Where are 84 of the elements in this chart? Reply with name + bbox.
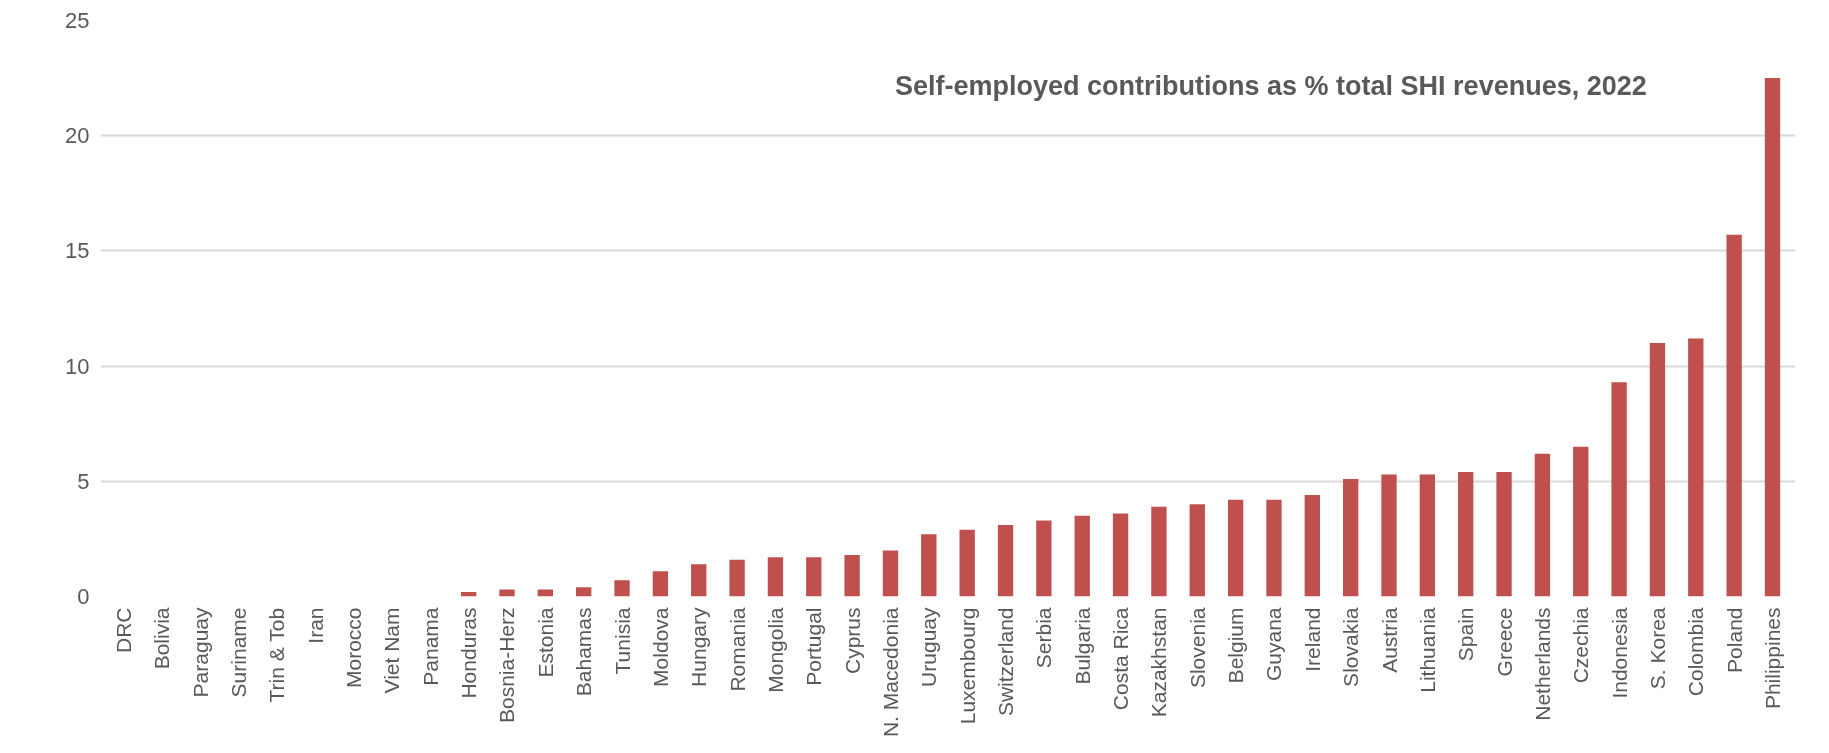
bar (499, 589, 515, 597)
x-tick-label: Czechia (1569, 607, 1593, 684)
x-tick-label: Panama (418, 607, 442, 686)
bar (1649, 343, 1666, 597)
x-tick-label: Bosnia-Herz (495, 607, 519, 724)
x-tick-label: Lithuania (1415, 607, 1439, 693)
x-tick-label: Moldova (648, 607, 672, 687)
bar (1573, 446, 1589, 597)
x-tick-label: Greece (1492, 607, 1516, 677)
x-tick-label: Uruguay (917, 607, 941, 687)
x-tick-label: Cyprus (840, 607, 864, 675)
bar (1726, 234, 1742, 597)
bar (691, 564, 707, 597)
x-tick-label: Spain (1454, 607, 1478, 662)
bar (959, 529, 975, 597)
bar (614, 580, 630, 597)
bar (576, 587, 592, 597)
bar (1112, 513, 1129, 597)
x-tick-label: Netherlands (1530, 607, 1554, 721)
bar (1342, 479, 1359, 597)
bar (729, 559, 745, 597)
y-tick-label: 15 (65, 238, 90, 264)
bar (1688, 338, 1704, 597)
x-tick-label: Belgium (1224, 607, 1248, 684)
x-tick-label: Kazakhstan (1147, 607, 1171, 718)
y-tick-label: 10 (65, 353, 90, 379)
x-tick-label: Luxembourg (955, 607, 979, 725)
y-tick-label: 5 (77, 468, 90, 494)
x-tick-label: S. Korea (1645, 607, 1669, 690)
bar (844, 555, 860, 597)
bar (1189, 504, 1205, 597)
x-tick-label: Honduras (457, 607, 481, 699)
bar (1074, 515, 1090, 597)
x-tick-label: Bolivia (150, 607, 174, 670)
bar (921, 534, 937, 597)
bar (1419, 474, 1436, 597)
bar (1151, 506, 1167, 597)
bar (652, 571, 669, 597)
x-tick-label: Trin & Tob (265, 607, 289, 703)
x-tick-label: Ireland (1300, 607, 1324, 672)
x-tick-label: Mongolia (763, 607, 787, 693)
x-tick-label: DRC (112, 607, 136, 653)
bar (1764, 78, 1781, 597)
x-tick-label: Colombia (1684, 607, 1708, 697)
text: Self-employed contributions as % total SHI revenues, 2022 (895, 71, 1647, 102)
y-tick-label: 20 (65, 123, 90, 149)
x-tick-label: Iran (303, 607, 327, 644)
bar (767, 557, 784, 597)
x-tick-label: Switzerland (994, 607, 1018, 717)
bar (1458, 472, 1474, 597)
x-tick-label: Morocco (342, 607, 366, 689)
x-tick-label: Guyana (1262, 607, 1286, 682)
x-tick-label: Tunisia (610, 607, 634, 675)
y-tick-label: 0 (77, 584, 90, 609)
x-tick-label: Austria (1377, 607, 1401, 673)
x-tick-label: N. Macedonia (878, 607, 902, 738)
x-tick-label: Costa Rica (1109, 607, 1133, 711)
x-tick-label: Suriname (227, 607, 251, 698)
y-tick-label: 25 (65, 8, 90, 33)
x-tick-label: Philippines (1760, 607, 1784, 710)
bar (1381, 474, 1397, 597)
x-tick-label: Paraguay (188, 607, 212, 698)
x-tick-label: Bahamas (572, 607, 596, 697)
x-tick-label: Poland (1722, 607, 1746, 673)
x-tick-label: Romania (725, 607, 749, 692)
bar (1496, 472, 1512, 597)
bar (806, 557, 822, 597)
x-tick-label: Estonia (533, 607, 557, 678)
x-tick-label: Viet Nam (380, 607, 404, 694)
x-tick-label: Indonesia (1607, 607, 1631, 699)
x-tick-label: Slovakia (1339, 607, 1363, 687)
bar (997, 525, 1014, 597)
bar (882, 550, 899, 597)
bar (1304, 495, 1320, 597)
x-tick-label: Slovenia (1185, 607, 1209, 689)
x-tick-label: Bulgaria (1070, 607, 1094, 685)
x-tick-label: Portugal (802, 607, 826, 686)
bar (1227, 499, 1244, 597)
bar (1036, 520, 1052, 597)
bar (1611, 382, 1627, 597)
bar (1534, 453, 1551, 597)
x-tick-label: Hungary (687, 607, 711, 687)
bar (1266, 499, 1282, 597)
x-tick-label: Serbia (1032, 607, 1056, 669)
